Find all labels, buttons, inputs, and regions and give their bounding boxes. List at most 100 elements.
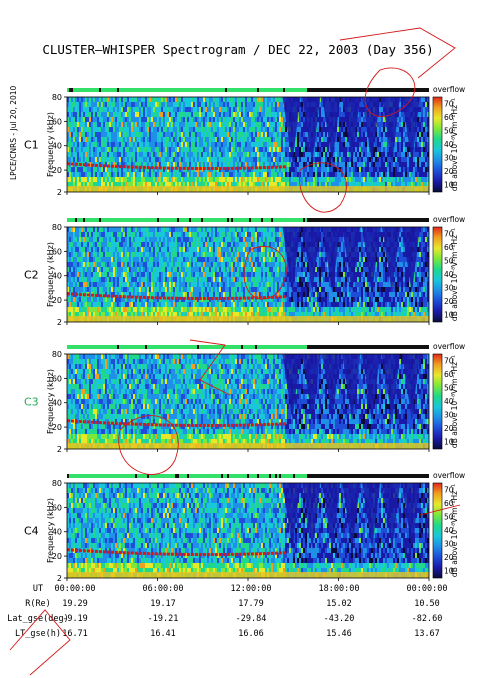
low-frequency-band [67,572,429,578]
ephemeris-label: UT [33,584,43,594]
low-intensity-funnels [282,227,420,294]
ephemeris-value: 10.50 [414,599,440,609]
ephemeris-value: -19.21 [148,614,179,624]
ephemeris-value: 12:00:00 [231,584,272,594]
colorbar-header: overflow [433,215,465,224]
panel-c2: 2 20 40 60 80 Frequency (kHz) C2 overflow 10 20 30… [24,215,465,327]
colorbar-tick-label: 60 [444,243,454,252]
y-tick-label: 20 [52,296,62,305]
plasma-line [66,292,288,301]
y-axis-label: Frequency (kHz) [46,242,55,307]
satellite-label: C3 [24,396,39,409]
colorbar-tick-label: 30 [444,154,454,163]
y-tick-label: 40 [52,272,62,281]
ephemeris-value: 19.29 [62,599,88,609]
y-tick-label: 20 [52,166,62,175]
colorbar-header: overflow [433,471,465,480]
satellite-label: C2 [24,269,39,282]
plasma-line [66,419,288,428]
y-tick-label: 60 [52,247,62,256]
colorbar-tick-label: 60 [444,499,454,508]
ephemeris-value: 13.67 [414,629,440,639]
colorbar-tick-label: 70 [444,229,454,238]
colorbar-label: dB above 10⁻⁸V²m⁻²Hz⁻¹ [450,228,459,321]
ephemeris-value: 17.79 [238,599,264,609]
colorbar-tick-label: 50 [444,383,454,392]
colorbar-tick-label: 20 [444,167,454,176]
low-intensity-funnels [282,354,420,421]
colorbar [432,353,443,450]
y-axis-label: Frequency (kHz) [46,112,55,177]
ephemeris-value: -9.19 [62,614,88,624]
ephemeris-row: LT_gse(h) 16.71 16.41 16.06 15.46 13.67 [15,629,440,639]
ephemeris-value: 15.46 [326,629,352,639]
colorbar [432,482,443,579]
colorbar-tick-label: 50 [444,256,454,265]
low-frequency-band [67,316,429,322]
colorbar-tick-label: 40 [444,526,454,535]
credit-label: LPCE/CNRS - Jul 20, 2010 [9,85,18,180]
y-tick-label: 40 [52,528,62,537]
colorbar-tick-label: 40 [444,397,454,406]
colorbar-tick-label: 20 [444,553,454,562]
colorbar-tick-label: 70 [444,99,454,108]
colorbar-tick-label: 20 [444,297,454,306]
colorbar [432,96,443,193]
y-tick-label: 60 [52,374,62,383]
colorbar-label: dB above 10⁻⁸V²m⁻²Hz⁻¹ [450,98,459,191]
y-tick-label: 20 [52,552,62,561]
y-tick-label: 80 [52,93,62,102]
y-tick-label: 80 [52,479,62,488]
ephemeris-value: 00:00:00 [55,584,96,594]
red-annotation-scribbles [9,27,461,676]
y-tick-label: 60 [52,503,62,512]
ephemeris-value: 16.71 [62,629,88,639]
low-frequency-band [67,186,429,192]
y-tick-label: 2 [57,318,62,327]
y-axis-label: Frequency (kHz) [46,369,55,434]
status-bar [67,345,429,349]
satellite-label: C4 [24,525,39,538]
ephemeris-value: 18:00:00 [319,584,360,594]
status-bar [67,218,429,222]
ephemeris-label: LT_gse(h) [15,629,61,639]
y-tick-label: 20 [52,423,62,432]
colorbar-tick-label: 60 [444,370,454,379]
low-intensity-funnels [282,483,420,550]
colorbar-tick-label: 10 [444,567,454,576]
ephemeris-label: R(Re) [25,599,51,609]
ephemeris-value: 19.17 [150,599,176,609]
y-tick-label: 2 [57,574,62,583]
ephemeris-value: 06:00:00 [143,584,184,594]
colorbar-tick-label: 50 [444,512,454,521]
colorbar-tick-label: 30 [444,284,454,293]
y-tick-label: 2 [57,445,62,454]
colorbar-label: dB above 10⁻⁸V²m⁻²Hz⁻¹ [450,355,459,448]
ephemeris-value: -82.60 [412,614,443,624]
colorbar-tick-label: 30 [444,540,454,549]
colorbar-tick-label: 60 [444,113,454,122]
figure-title: CLUSTER–WHISPER Spectrogram / DEC 22, 20… [42,42,433,57]
y-tick-label: 40 [52,142,62,151]
y-tick-label: 80 [52,223,62,232]
ephemeris-value: -29.84 [236,614,267,624]
ephemeris-row: Lat_gse(deg)-9.19 -19.21 -29.84 -43.20 -82.6… [7,614,442,624]
ephemeris-label: Lat_gse(deg) [7,614,68,624]
panel-c4: 2 20 40 60 80 Frequency (kHz) C4 overflow 10 20 30… [24,471,465,583]
y-tick-label: 60 [52,117,62,126]
ephemeris-value: 16.41 [150,629,176,639]
ephemeris-value: 00:00:00 [407,584,448,594]
y-tick-label: 80 [52,350,62,359]
y-tick-label: 2 [57,188,62,197]
plasma-line [66,162,288,171]
colorbar-tick-label: 10 [444,438,454,447]
ephemeris-value: -43.20 [324,614,355,624]
spectrogram-columns [67,97,429,192]
colorbar-tick-label: 50 [444,126,454,135]
status-bar [67,88,429,92]
panel-c3: 2 20 40 60 80 Frequency (kHz) C3 overflow 10 20 30… [24,342,465,454]
colorbar-tick-label: 10 [444,311,454,320]
y-tick-label: 40 [52,399,62,408]
ephemeris-value: 16.06 [238,629,264,639]
